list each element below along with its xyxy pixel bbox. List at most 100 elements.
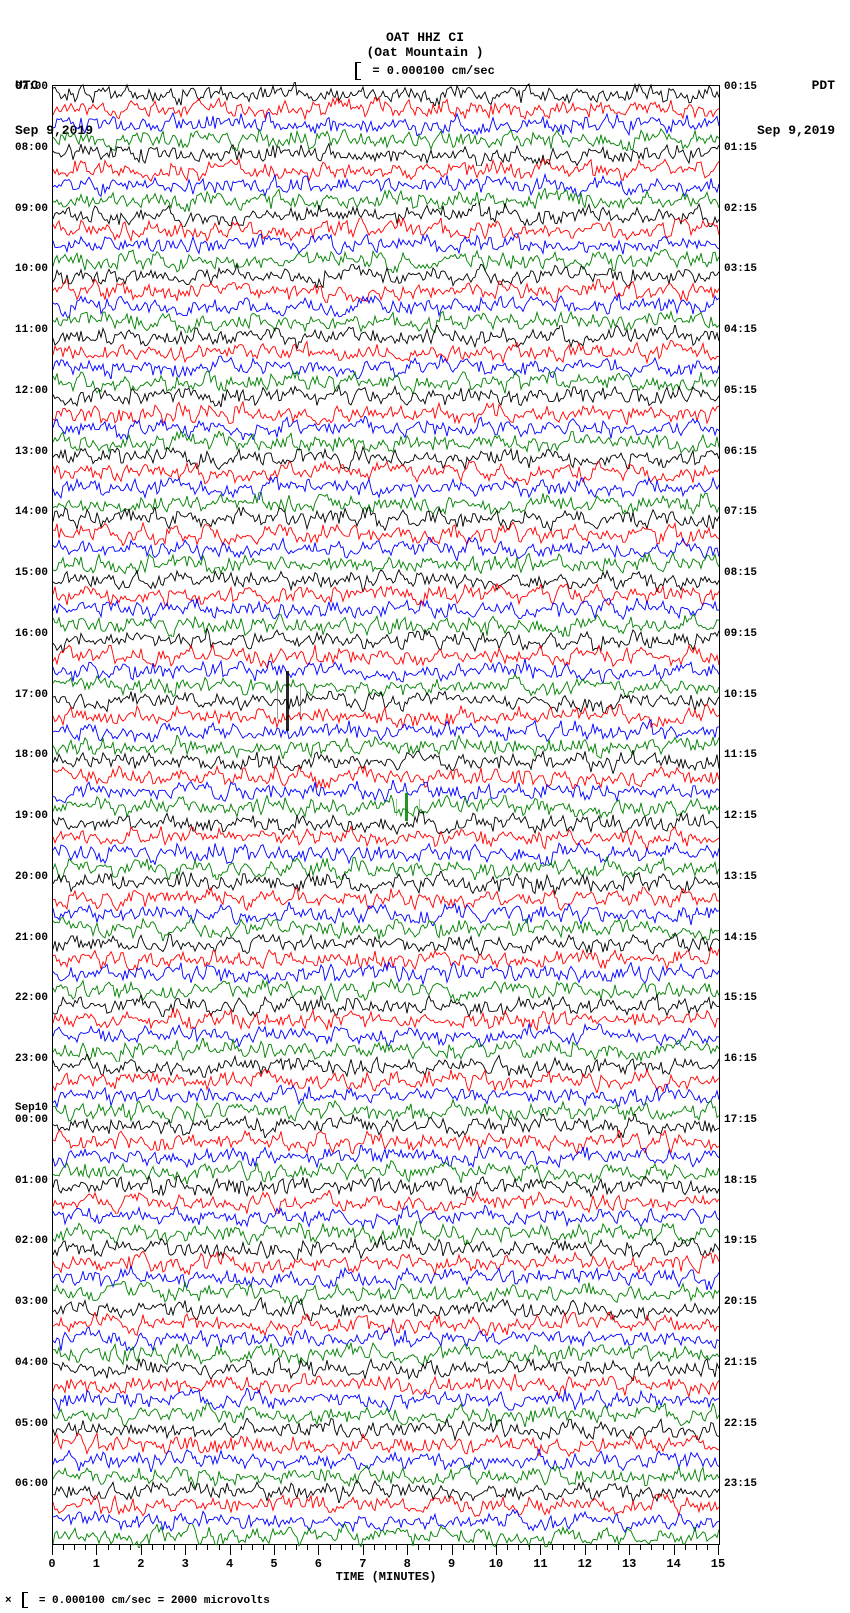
x-tick-major — [230, 1545, 231, 1555]
x-tick-minor — [474, 1545, 475, 1550]
x-tick-minor — [330, 1545, 331, 1550]
utc-hour-label: 07:00 — [15, 82, 48, 93]
x-tick-major — [629, 1545, 630, 1555]
pdt-hour-label: 05:15 — [724, 386, 757, 397]
utc-hour-label: 00:00 — [15, 1115, 48, 1126]
x-tick-minor — [596, 1545, 597, 1550]
right-time-labels: 00:15 01:15 02:15 03:15 04:15 05:15 06:15 07:15… — [722, 85, 782, 1545]
pdt-hour-label: 02:15 — [724, 204, 757, 215]
x-tick-minor — [252, 1545, 253, 1550]
x-tick-label: 14 — [666, 1557, 680, 1571]
x-tick-minor — [651, 1545, 652, 1550]
x-tick-major — [318, 1545, 319, 1555]
utc-hour-label: 22:00 — [15, 993, 48, 1004]
utc-hour-label: 05:00 — [15, 1419, 48, 1430]
x-tick-major — [718, 1545, 719, 1555]
x-tick-major — [141, 1545, 142, 1555]
pdt-hour-label: 16:15 — [724, 1054, 757, 1065]
x-tick-minor — [196, 1545, 197, 1550]
pdt-hour-label: 13:15 — [724, 872, 757, 883]
x-tick-label: 9 — [448, 1557, 455, 1571]
x-axis: TIME (MINUTES) 0123456789101112131415 — [52, 1545, 720, 1595]
x-tick-label: 12 — [578, 1557, 592, 1571]
x-tick-label: 10 — [489, 1557, 503, 1571]
utc-hour-label: 20:00 — [15, 872, 48, 883]
x-tick-minor — [108, 1545, 109, 1550]
utc-hour-label: 08:00 — [15, 143, 48, 154]
utc-hour-label: 09:00 — [15, 204, 48, 215]
x-tick-minor — [352, 1545, 353, 1550]
utc-hour-label: 17:00 — [15, 690, 48, 701]
utc-hour-label: 02:00 — [15, 1236, 48, 1247]
x-tick-minor — [307, 1545, 308, 1550]
utc-hour-label: 16:00 — [15, 629, 48, 640]
x-tick-minor — [441, 1545, 442, 1550]
pdt-hour-label: 10:15 — [724, 690, 757, 701]
x-tick-minor — [285, 1545, 286, 1550]
page-root: UTC Sep 9,2019 PDT Sep 9,2019 OAT HHZ CI… — [0, 0, 850, 1613]
x-tick-major — [674, 1545, 675, 1555]
pdt-hour-label: 17:15 — [724, 1115, 757, 1126]
pdt-hour-label: 20:15 — [724, 1297, 757, 1308]
x-tick-minor — [618, 1545, 619, 1550]
x-tick-minor — [207, 1545, 208, 1550]
pdt-hour-label: 08:15 — [724, 568, 757, 579]
pdt-hour-label: 00:15 — [724, 82, 757, 93]
station-location: (Oat Mountain ) — [0, 45, 850, 60]
x-tick-major — [540, 1545, 541, 1555]
pdt-hour-label: 07:15 — [724, 507, 757, 518]
x-tick-minor — [418, 1545, 419, 1550]
pdt-hour-label: 19:15 — [724, 1236, 757, 1247]
pdt-hour-label: 01:15 — [724, 143, 757, 154]
x-tick-minor — [296, 1545, 297, 1550]
seismic-event-burst — [277, 683, 301, 719]
scale-value: = 0.000100 cm/sec — [372, 64, 494, 78]
pdt-hour-label: 23:15 — [724, 1479, 757, 1490]
utc-hour-label: 11:00 — [15, 325, 48, 336]
utc-hour-label: 10:00 — [15, 264, 48, 275]
x-tick-minor — [463, 1545, 464, 1550]
x-tick-major — [363, 1545, 364, 1555]
x-tick-minor — [685, 1545, 686, 1550]
footer-prefix: × — [5, 1595, 12, 1607]
x-tick-minor — [518, 1545, 519, 1550]
pdt-hour-label: 12:15 — [724, 811, 757, 822]
x-tick-minor — [74, 1545, 75, 1550]
pdt-hour-label: 14:15 — [724, 933, 757, 944]
x-tick-label: 7 — [359, 1557, 366, 1571]
x-tick-major — [585, 1545, 586, 1555]
x-tick-minor — [341, 1545, 342, 1550]
footer-scale: × = 0.000100 cm/sec = 2000 microvolts — [5, 1592, 270, 1608]
x-tick-minor — [374, 1545, 375, 1550]
pdt-hour-label: 04:15 — [724, 325, 757, 336]
pdt-hour-label: 18:15 — [724, 1176, 757, 1187]
utc-hour-label: 03:00 — [15, 1297, 48, 1308]
x-tick-label: 3 — [182, 1557, 189, 1571]
x-tick-minor — [707, 1545, 708, 1550]
pdt-hour-label: 15:15 — [724, 993, 757, 1004]
pdt-hour-label: 06:15 — [724, 447, 757, 458]
x-tick-minor — [663, 1545, 664, 1550]
x-tick-minor — [552, 1545, 553, 1550]
x-tick-major — [185, 1545, 186, 1555]
scale-bar-icon — [355, 62, 361, 80]
footer-scale-bar-icon — [22, 1592, 28, 1608]
x-tick-minor — [263, 1545, 264, 1550]
pdt-hour-label: 22:15 — [724, 1419, 757, 1430]
x-tick-minor — [574, 1545, 575, 1550]
x-tick-minor — [607, 1545, 608, 1550]
x-tick-label: 2 — [137, 1557, 144, 1571]
pdt-hour-label: 11:15 — [724, 750, 757, 761]
x-tick-minor — [130, 1545, 131, 1550]
x-tick-minor — [119, 1545, 120, 1550]
utc-hour-label: 15:00 — [15, 568, 48, 579]
header-center: OAT HHZ CI (Oat Mountain ) = 0.000100 cm… — [0, 30, 850, 80]
utc-hour-label: 14:00 — [15, 507, 48, 518]
seismic-event-burst — [396, 799, 420, 816]
pdt-hour-label: 03:15 — [724, 264, 757, 275]
x-tick-major — [407, 1545, 408, 1555]
x-tick-minor — [63, 1545, 64, 1550]
utc-date-rollover: Sep10 — [15, 1103, 48, 1114]
x-tick-minor — [85, 1545, 86, 1550]
x-tick-minor — [385, 1545, 386, 1550]
